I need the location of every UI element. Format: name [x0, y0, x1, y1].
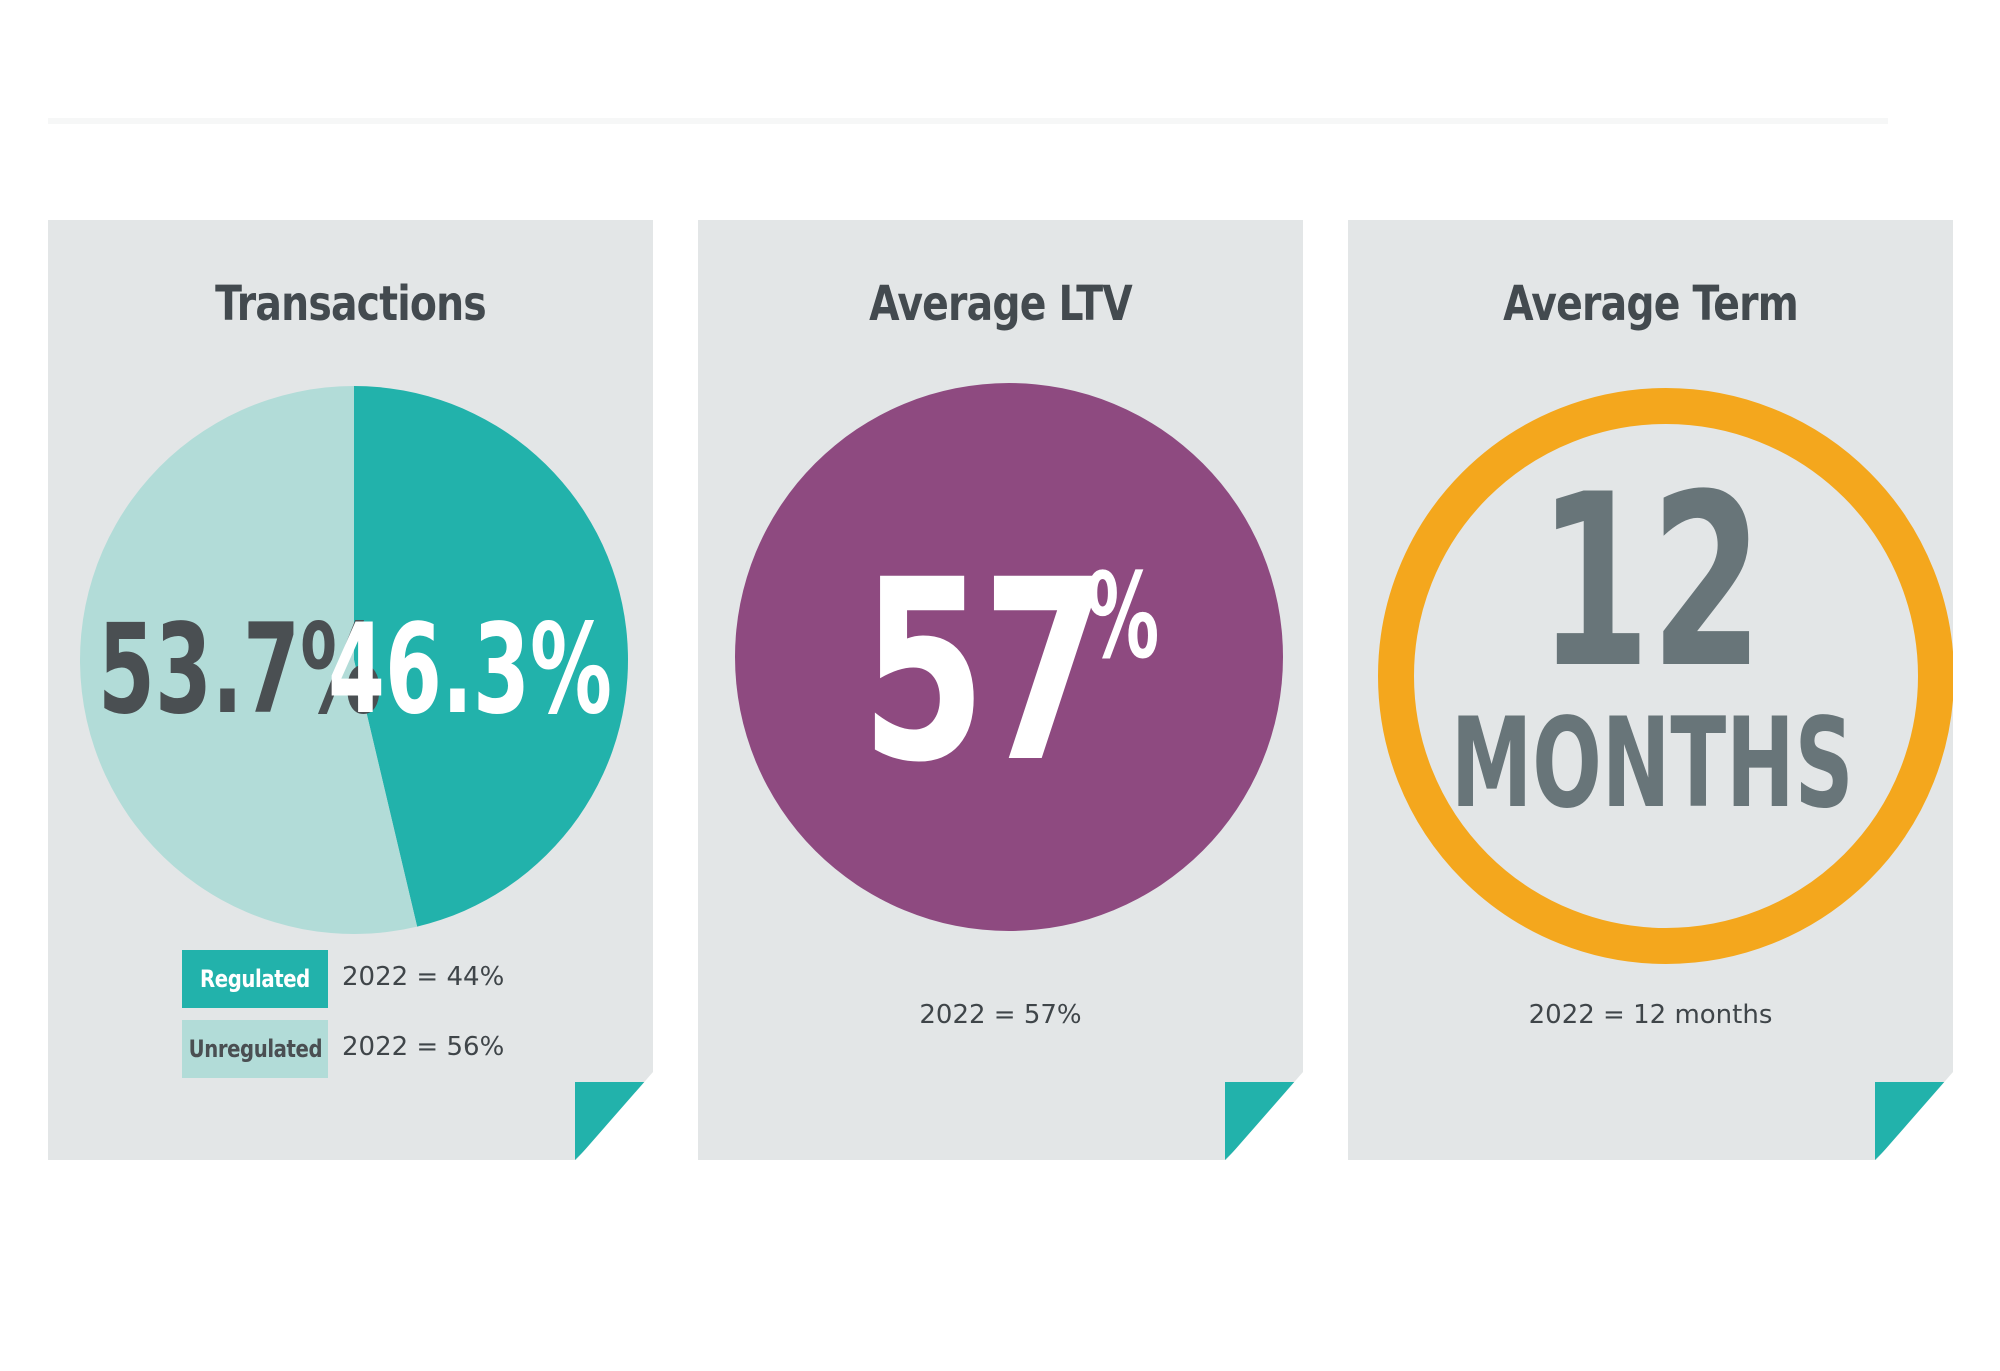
legend-note-regulated: 2022 = 44% [342, 962, 505, 992]
ltv-footnote: 2022 = 57% [919, 1000, 1082, 1030]
pie-slice-unregulated [79, 386, 418, 934]
corner-fold [1225, 1082, 1303, 1160]
legend-label-regulated: Regulated [200, 965, 310, 993]
average-term-title: Average Term [1503, 276, 1799, 332]
pie-label-unregulated: 53.7% [98, 596, 382, 741]
transactions-card: Transactions 53.7% 46.3% Regulated 2022 =… [48, 220, 653, 1160]
average-ltv-title: Average LTV [869, 276, 1133, 332]
legend-swatch-regulated: Regulated [182, 950, 328, 1008]
legend-note-unregulated: 2022 = 56% [342, 1032, 505, 1062]
transactions-pie-chart: 53.7%46.3% [79, 386, 628, 934]
ltv-value: 57 [861, 526, 1107, 817]
transactions-title: Transactions [215, 276, 487, 332]
pie-label-regulated: 46.3% [328, 596, 612, 741]
ltv-circle [735, 383, 1283, 931]
term-unit: MONTHS [1450, 692, 1854, 836]
legend-item-regulated: Regulated 2022 = 44% [182, 950, 612, 1008]
ltv-percent-sign: % [1086, 547, 1160, 685]
term-value: 12 [1537, 444, 1764, 721]
legend-item-unregulated: Unregulated 2022 = 56% [182, 1020, 612, 1078]
corner-fold [575, 1082, 653, 1160]
legend-swatch-unregulated: Unregulated [182, 1020, 328, 1078]
pie-slice-regulated [354, 386, 628, 927]
average-term-card: Average Term 12 MONTHS 2022 = 12 months [1348, 220, 1953, 1160]
legend-label-unregulated: Unregulated [188, 1035, 322, 1063]
top-divider [48, 118, 1888, 124]
term-footnote: 2022 = 12 months [1528, 1000, 1773, 1030]
average-ltv-card: Average LTV 57 % 2022 = 57% [698, 220, 1303, 1160]
corner-fold [1875, 1082, 1953, 1160]
